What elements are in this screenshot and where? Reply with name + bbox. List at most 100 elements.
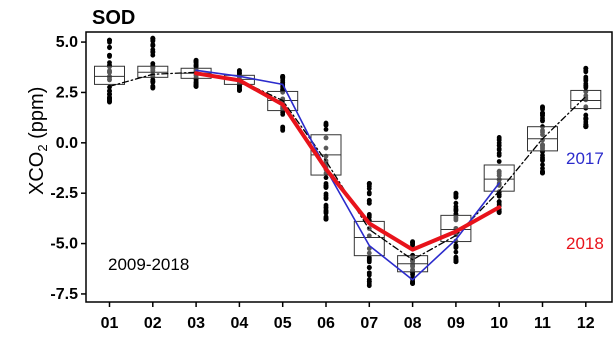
data-point xyxy=(323,205,329,211)
data-point xyxy=(150,77,156,83)
data-point xyxy=(150,61,156,66)
x-tick-label: 12 xyxy=(577,315,595,332)
data-point xyxy=(453,256,459,262)
x-tick-label: 05 xyxy=(274,315,292,332)
series-line-2009-2018 xyxy=(108,71,587,261)
y-tick-label: 2.5 xyxy=(56,84,78,101)
data-point xyxy=(496,150,502,156)
data-point xyxy=(366,181,372,186)
data-point xyxy=(583,124,589,129)
series-lines xyxy=(108,69,587,281)
label-2009-2018: 2009-2018 xyxy=(108,255,189,274)
data-point xyxy=(583,95,589,101)
y-axis-label-main: XCO xyxy=(26,152,48,195)
x-tick-label: 01 xyxy=(101,315,119,332)
data-point xyxy=(540,169,545,175)
data-point xyxy=(107,92,112,97)
data-point xyxy=(540,142,545,148)
box-plots xyxy=(94,65,602,273)
data-point xyxy=(280,73,286,79)
data-point xyxy=(237,68,242,74)
data-point xyxy=(107,45,112,51)
box xyxy=(570,89,602,110)
data-point xyxy=(107,70,112,75)
y-axis-label-subscript: 2 xyxy=(35,144,50,151)
svg-text:XCO2 (ppm): XCO2 (ppm) xyxy=(26,87,50,195)
x-tick-label: 04 xyxy=(231,315,249,332)
y-axis-label-unit: (ppm) xyxy=(26,87,48,145)
data-point xyxy=(583,85,589,90)
data-point xyxy=(583,104,589,110)
data-point xyxy=(366,279,372,284)
data-point xyxy=(323,126,329,132)
data-point xyxy=(323,210,329,216)
data-point xyxy=(540,106,545,112)
y-tick-label: -5.0 xyxy=(50,236,78,253)
data-point xyxy=(366,257,372,263)
x-tick-label: 10 xyxy=(490,315,508,332)
data-point xyxy=(107,37,112,43)
data-point xyxy=(366,250,372,256)
y-tick-label: 0.0 xyxy=(56,135,78,152)
data-point xyxy=(366,214,372,220)
data-point xyxy=(323,185,329,190)
x-tick-label: 02 xyxy=(144,315,162,332)
x-tick-label: 03 xyxy=(187,315,205,332)
data-point xyxy=(453,242,459,248)
data-point xyxy=(193,59,199,65)
series-line-2018 xyxy=(194,71,502,252)
data-point xyxy=(583,78,589,84)
data-point xyxy=(193,82,199,88)
y-tick-label: 5.0 xyxy=(56,34,78,51)
series-line-2017 xyxy=(195,69,501,281)
data-point xyxy=(366,272,372,278)
data-point xyxy=(453,204,459,210)
y-tick-label: -7.5 xyxy=(50,286,78,303)
data-point xyxy=(496,159,502,164)
data-point xyxy=(280,124,286,130)
y-axis-label: XCO2 (ppm) xyxy=(26,87,50,195)
data-point xyxy=(453,191,459,197)
data-point xyxy=(366,265,372,271)
data-point xyxy=(150,38,156,43)
data-point xyxy=(280,112,286,117)
label-2017: 2017 xyxy=(566,149,604,168)
data-point xyxy=(107,96,112,102)
data-point xyxy=(150,43,156,48)
data-point xyxy=(540,156,545,162)
label-2018: 2018 xyxy=(566,234,604,253)
data-point xyxy=(410,239,415,245)
data-point xyxy=(366,200,372,206)
data-point xyxy=(540,162,545,168)
data-point xyxy=(410,272,415,278)
data-point xyxy=(323,145,329,151)
data-point xyxy=(540,118,545,124)
data-point xyxy=(323,122,329,128)
data-point xyxy=(540,152,545,158)
data-point xyxy=(323,135,329,141)
data-point xyxy=(323,216,329,222)
data-point xyxy=(496,143,502,148)
data-point xyxy=(453,249,459,255)
data-point xyxy=(150,83,156,89)
box xyxy=(94,65,125,85)
data-point xyxy=(453,214,459,220)
data-point xyxy=(540,128,545,133)
y-tick-label: -2.5 xyxy=(50,185,78,202)
data-point xyxy=(453,200,459,206)
data-point xyxy=(366,191,372,197)
x-tick-label: 09 xyxy=(447,315,465,332)
box xyxy=(137,65,169,78)
chart-title: SOD xyxy=(92,7,135,29)
plot-frame xyxy=(85,31,613,303)
data-point xyxy=(496,193,502,199)
data-point xyxy=(150,50,156,55)
data-point xyxy=(540,110,545,116)
data-point xyxy=(150,65,156,71)
data-point xyxy=(583,65,589,71)
data-point xyxy=(323,193,329,198)
data-point xyxy=(237,87,242,93)
x-tick-label: 08 xyxy=(404,315,422,332)
